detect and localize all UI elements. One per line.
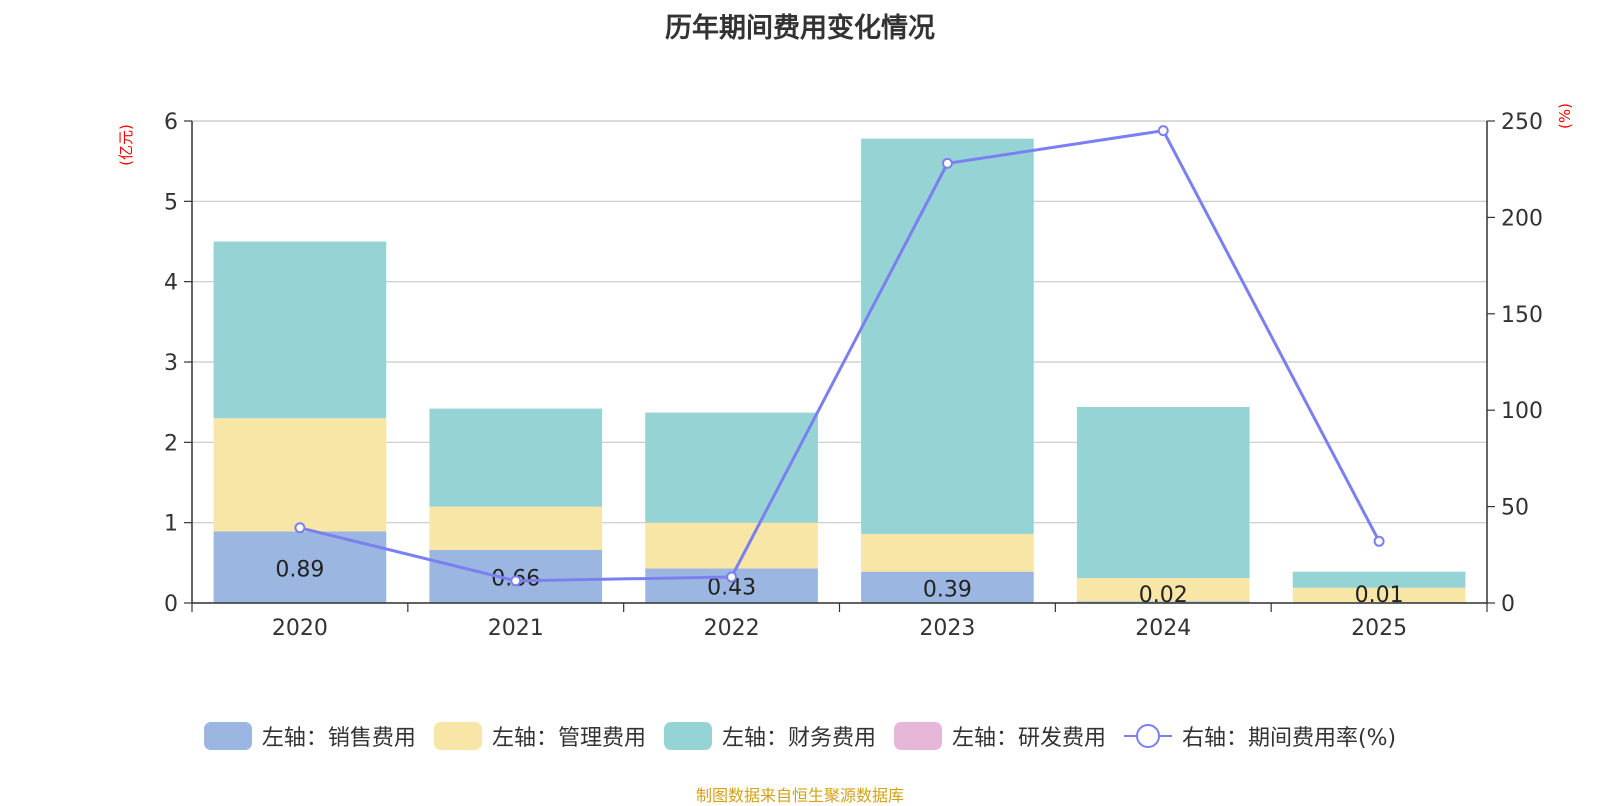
x-tick-label: 2025 — [1351, 616, 1407, 641]
x-tick-label: 2022 — [704, 616, 760, 641]
bar-data-label: 0.01 — [1355, 583, 1404, 608]
bar-segment — [645, 412, 818, 523]
legend-label-rnd: 左轴：研发费用 — [951, 726, 1106, 751]
legend-swatch-rate — [1123, 722, 1172, 750]
axes: 0 1 2 3 4 5 6 0 50 100 150 200 250 2020 2021 2022 2023 20… — [164, 110, 1543, 641]
left-axis-unit: (亿元) — [117, 124, 135, 166]
bars — [213, 138, 1466, 603]
x-tick-label: 2021 — [488, 616, 544, 641]
data-source-note: 制图数据来自恒生聚源数据库 — [695, 786, 904, 805]
bar-labels: 0.890.660.430.390.020.01 — [275, 557, 1403, 608]
chart-title: 历年期间费用变化情况 — [665, 13, 935, 44]
left-tick-label: 0 — [164, 592, 178, 617]
legend-item-sales[interactable]: 左轴：销售费用 — [203, 720, 416, 752]
bar-segment — [1076, 578, 1250, 602]
right-axis-unit: (%) — [1556, 103, 1574, 129]
bar-data-label: 0.02 — [1139, 583, 1188, 608]
left-tick-label: 4 — [164, 271, 178, 296]
bar-data-label: 0.89 — [275, 557, 324, 582]
right-tick-label: 250 — [1501, 110, 1543, 135]
right-tick-label: 0 — [1501, 592, 1515, 617]
rate-point — [726, 571, 738, 583]
bar-segment — [861, 571, 1034, 603]
bar-segment — [429, 408, 603, 507]
left-tick-label: 5 — [164, 190, 178, 215]
legend-item-rnd[interactable]: 左轴：研发费用 — [893, 720, 1106, 752]
left-tick-label: 6 — [164, 110, 178, 135]
legend-swatch-finance — [663, 722, 712, 750]
bar-segment — [1076, 406, 1250, 579]
x-tick-label: 2024 — [1135, 616, 1191, 641]
legend-item-finance[interactable]: 左轴：财务费用 — [663, 720, 876, 752]
bar-segment — [429, 506, 603, 550]
bar-segment — [1292, 571, 1466, 588]
legend-label-finance: 左轴：财务费用 — [721, 726, 876, 751]
rate-line — [294, 125, 1385, 587]
rate-line-path — [299, 128, 1381, 583]
legend-swatch-rnd — [893, 722, 942, 750]
bar-segment — [861, 533, 1034, 572]
legend-item-rate[interactable]: 右轴：期间费用率(%) — [1123, 720, 1397, 752]
chart-svg: 0.890.660.430.390.020.01 012345605010015… — [117, 103, 1574, 641]
legend-label-admin: 左轴：管理费用 — [491, 726, 646, 751]
rate-point — [941, 157, 953, 169]
right-tick-label: 200 — [1501, 206, 1543, 231]
legend-swatch-sales — [203, 722, 252, 750]
legend: 左轴：销售费用 左轴：管理费用 左轴：财务费用 左轴：研发费用 右轴：期间费用率… — [0, 720, 1600, 752]
right-tick-label: 50 — [1501, 496, 1529, 521]
bar-segment — [213, 241, 387, 419]
bar-segment — [1076, 601, 1250, 603]
rate-point — [1373, 535, 1385, 547]
legend-label-rate: 右轴：期间费用率(%) — [1181, 726, 1397, 751]
bar-segment — [213, 418, 387, 532]
left-tick-label: 2 — [164, 431, 178, 456]
left-tick-label: 1 — [164, 512, 178, 537]
bar-segment — [1292, 587, 1466, 603]
legend-swatch-admin — [433, 722, 482, 750]
bar-segment — [861, 138, 1034, 534]
x-tick-label: 2020 — [272, 616, 328, 641]
bar-data-label: 0.39 — [923, 577, 972, 602]
rate-point — [294, 522, 306, 534]
right-tick-label: 150 — [1501, 303, 1543, 328]
right-tick-label: 100 — [1501, 399, 1543, 424]
bar-segment — [645, 522, 818, 569]
rate-point — [510, 575, 522, 587]
left-tick-label: 3 — [164, 351, 178, 376]
x-tick-label: 2023 — [919, 616, 975, 641]
rate-point — [1157, 125, 1169, 137]
legend-item-admin[interactable]: 左轴：管理费用 — [433, 720, 646, 752]
legend-label-sales: 左轴：销售费用 — [261, 726, 416, 751]
